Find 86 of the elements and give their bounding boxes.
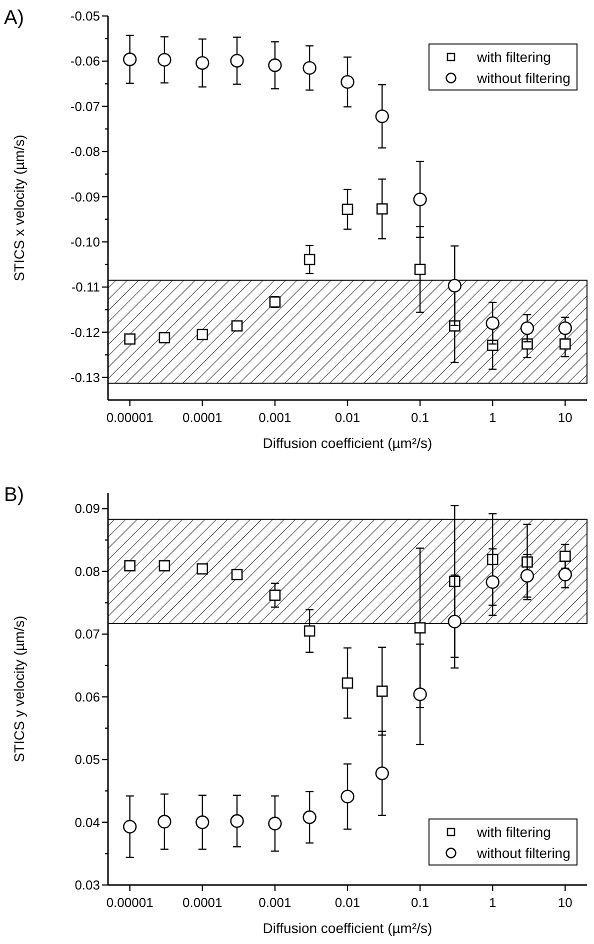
- legend-label: without filtering: [476, 844, 570, 861]
- point: [302, 61, 316, 75]
- legend-label: with filtering: [476, 824, 551, 840]
- point: [196, 328, 208, 340]
- y-tick-label: 0.04: [74, 814, 100, 830]
- point: [304, 254, 316, 266]
- point: [196, 56, 210, 70]
- point: [414, 264, 426, 276]
- point: [558, 568, 572, 582]
- point: [560, 338, 571, 350]
- point: [413, 192, 427, 206]
- y-tick-label: 0.03: [74, 878, 100, 893]
- y-tick-label: 0.07: [74, 626, 100, 642]
- y-tick-label: 0.09: [74, 501, 100, 516]
- point: [304, 625, 316, 637]
- point: [231, 568, 243, 580]
- point: [124, 560, 136, 572]
- point: [486, 554, 498, 566]
- y-tick-label: -0.12: [70, 324, 100, 340]
- point: [268, 816, 282, 830]
- point: [414, 622, 426, 634]
- x-tick-label: 0.001: [258, 410, 292, 425]
- point: [342, 204, 354, 216]
- point: [520, 321, 534, 336]
- point: [124, 333, 136, 345]
- y-tick-label: -0.13: [70, 370, 100, 385]
- y-tick-label: -0.05: [70, 8, 100, 24]
- x-tick-label: 0.0001: [182, 895, 222, 910]
- point: [375, 766, 389, 780]
- point: [158, 560, 170, 572]
- point: [376, 686, 388, 697]
- y-tick-label: 0.06: [74, 689, 100, 704]
- x-axis-title: Diffusion coefficient (µm²/s): [262, 435, 432, 451]
- point: [268, 58, 282, 72]
- y-tick-label: 0.08: [74, 564, 100, 579]
- point: [230, 814, 244, 828]
- legend-label: without filtering: [476, 70, 570, 86]
- x-tick-label: 0.001: [258, 895, 292, 910]
- y-tick-label: -0.09: [70, 189, 100, 204]
- x-tick-label: 0.00001: [106, 410, 154, 425]
- point: [158, 52, 172, 67]
- point: [158, 332, 170, 344]
- chart-title: B): [4, 484, 24, 506]
- legend-label: with filtering: [476, 48, 551, 65]
- x-tick-label: 0.1: [411, 895, 430, 910]
- x-tick-label: 0.00001: [106, 895, 154, 910]
- point: [230, 54, 244, 68]
- point: [158, 814, 172, 829]
- point: [558, 321, 572, 336]
- y-axis-title: STICS y velocity (µm/s): [11, 616, 27, 762]
- point: [448, 278, 462, 293]
- x-axis-title: Diffusion coefficient (µm²/s): [262, 920, 432, 936]
- y-tick-label: -0.11: [71, 280, 100, 295]
- point: [342, 677, 354, 689]
- point: [340, 75, 354, 89]
- chart-title: A): [4, 7, 24, 29]
- point: [560, 550, 571, 562]
- point: [340, 790, 354, 804]
- x-tick-label: 0.0001: [182, 410, 222, 425]
- point: [448, 614, 462, 628]
- y-tick-label: -0.07: [70, 98, 100, 114]
- point: [413, 687, 427, 702]
- x-tick-label: 1: [488, 895, 496, 910]
- y-axis-title: STICS x velocity (µm/s): [11, 134, 27, 282]
- point: [302, 810, 316, 824]
- point: [269, 590, 281, 601]
- x-tick-label: 0.1: [411, 410, 430, 425]
- point: [122, 820, 137, 834]
- point: [196, 563, 208, 575]
- point: [375, 109, 389, 124]
- x-tick-label: 10: [558, 410, 572, 425]
- x-tick-label: 0.01: [334, 410, 360, 425]
- point: [196, 815, 210, 830]
- point: [122, 52, 137, 66]
- y-tick-label: -0.06: [70, 54, 100, 69]
- x-tick-label: 1: [488, 410, 496, 425]
- x-tick-label: 10: [558, 895, 572, 910]
- point: [486, 575, 500, 589]
- point: [520, 568, 534, 583]
- x-tick-label: 0.01: [334, 895, 360, 910]
- point: [231, 320, 243, 332]
- point: [376, 203, 388, 215]
- y-tick-label: 0.05: [74, 752, 100, 768]
- point: [486, 316, 500, 330]
- y-tick-label: -0.08: [70, 144, 100, 160]
- y-tick-label: -0.10: [70, 234, 100, 250]
